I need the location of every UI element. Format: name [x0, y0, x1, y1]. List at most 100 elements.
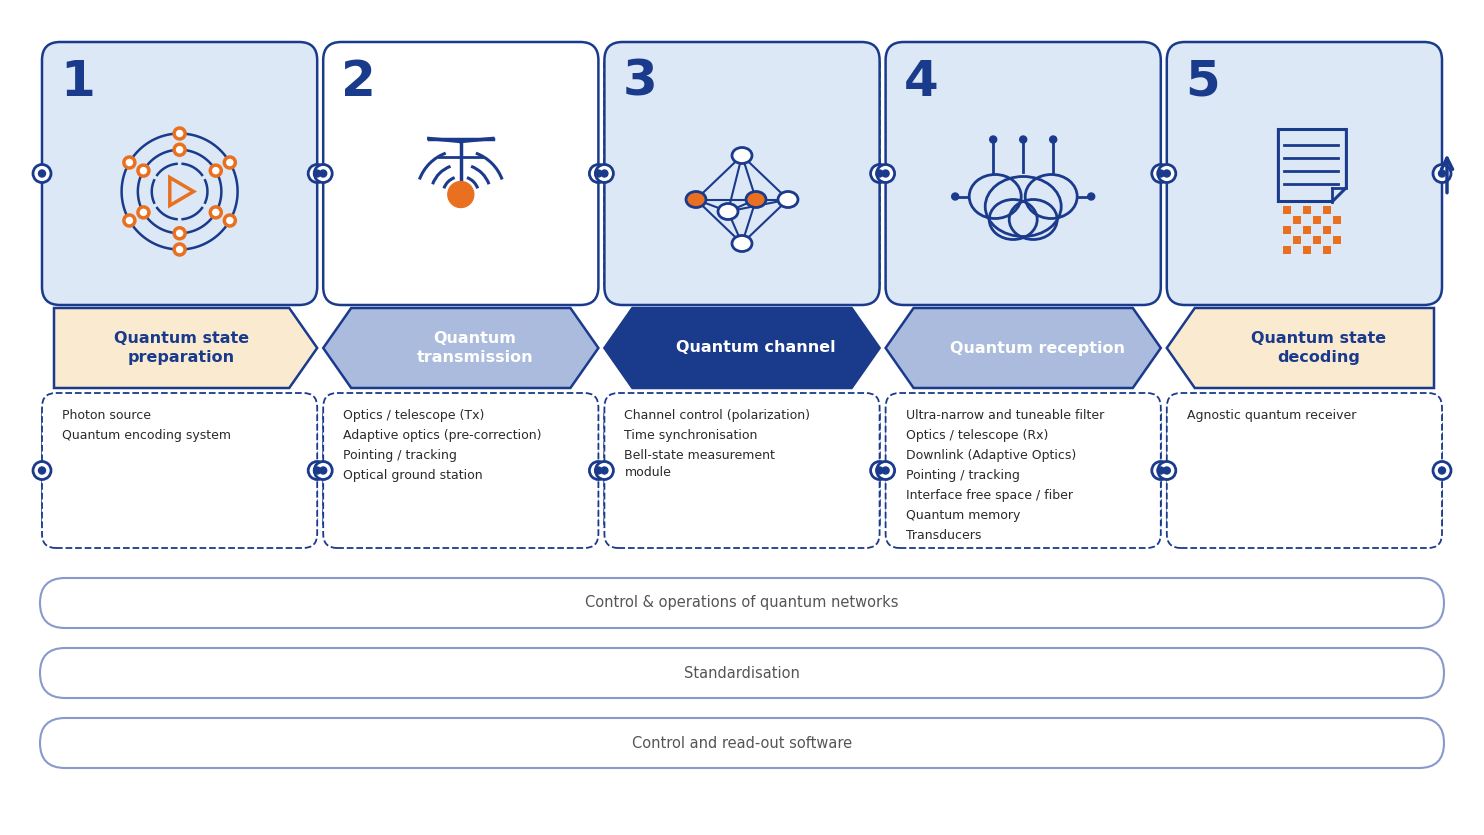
- Circle shape: [315, 164, 332, 183]
- Text: Quantum state
decoding: Quantum state decoding: [1251, 331, 1386, 365]
- FancyBboxPatch shape: [324, 393, 598, 548]
- Text: Ultra-narrow and tuneable filter: Ultra-narrow and tuneable filter: [905, 409, 1104, 422]
- Circle shape: [595, 462, 613, 479]
- Polygon shape: [886, 308, 1160, 388]
- Text: Optics / telescope (Rx): Optics / telescope (Rx): [905, 429, 1048, 442]
- Ellipse shape: [990, 200, 1037, 240]
- Bar: [1313, 235, 1321, 244]
- Bar: [1324, 225, 1331, 234]
- Bar: [1303, 205, 1312, 214]
- Circle shape: [877, 462, 895, 479]
- Text: 2: 2: [341, 58, 375, 106]
- FancyBboxPatch shape: [1166, 393, 1442, 548]
- Text: Interface free space / fiber: Interface free space / fiber: [905, 489, 1073, 502]
- Bar: [1324, 245, 1331, 254]
- Text: Adaptive optics (pre-correction): Adaptive optics (pre-correction): [343, 429, 542, 442]
- Circle shape: [881, 467, 889, 474]
- Text: Standardisation: Standardisation: [684, 665, 800, 681]
- Text: Channel control (polarization): Channel control (polarization): [625, 409, 810, 422]
- Ellipse shape: [718, 204, 738, 220]
- Text: Optics / telescope (Tx): Optics / telescope (Tx): [343, 409, 485, 422]
- Bar: [1284, 225, 1291, 234]
- FancyBboxPatch shape: [604, 42, 880, 305]
- Circle shape: [1049, 136, 1057, 143]
- Circle shape: [601, 170, 608, 177]
- Ellipse shape: [732, 148, 752, 164]
- Circle shape: [174, 244, 186, 255]
- Ellipse shape: [778, 191, 798, 208]
- Ellipse shape: [985, 176, 1061, 236]
- Circle shape: [448, 181, 473, 208]
- Bar: [1334, 235, 1342, 244]
- Text: Downlink (Adaptive Optics): Downlink (Adaptive Optics): [905, 449, 1076, 462]
- Circle shape: [876, 467, 883, 474]
- Bar: [1284, 205, 1291, 214]
- Bar: [1334, 215, 1342, 224]
- Circle shape: [1020, 136, 1027, 143]
- Polygon shape: [1166, 308, 1434, 388]
- Text: Photon source: Photon source: [62, 409, 151, 422]
- Circle shape: [1158, 164, 1175, 183]
- Circle shape: [211, 207, 221, 218]
- Circle shape: [211, 165, 221, 176]
- Text: module: module: [625, 466, 671, 479]
- Circle shape: [309, 164, 326, 183]
- Ellipse shape: [1025, 175, 1077, 219]
- Circle shape: [123, 215, 135, 226]
- FancyBboxPatch shape: [42, 42, 318, 305]
- Circle shape: [1088, 193, 1095, 200]
- Circle shape: [601, 467, 608, 474]
- Text: 4: 4: [904, 58, 938, 106]
- Circle shape: [1434, 164, 1451, 183]
- FancyBboxPatch shape: [886, 42, 1160, 305]
- Ellipse shape: [1009, 200, 1057, 240]
- FancyBboxPatch shape: [604, 393, 880, 548]
- Circle shape: [309, 462, 326, 479]
- Text: Pointing / tracking: Pointing / tracking: [905, 469, 1020, 482]
- Circle shape: [595, 164, 613, 183]
- Polygon shape: [53, 308, 318, 388]
- Polygon shape: [604, 308, 880, 388]
- Text: Pointing / tracking: Pointing / tracking: [343, 449, 457, 462]
- Circle shape: [589, 462, 607, 479]
- Text: Quantum reception: Quantum reception: [950, 341, 1125, 356]
- Text: Agnostic quantum receiver: Agnostic quantum receiver: [1187, 409, 1356, 422]
- Circle shape: [595, 170, 603, 177]
- Text: Quantum state
preparation: Quantum state preparation: [114, 331, 249, 365]
- Circle shape: [1158, 170, 1165, 177]
- Circle shape: [319, 170, 326, 177]
- FancyBboxPatch shape: [40, 718, 1444, 768]
- Text: 5: 5: [1184, 58, 1220, 106]
- FancyBboxPatch shape: [42, 393, 318, 548]
- Text: Quantum memory: Quantum memory: [905, 509, 1020, 522]
- Text: Quantum channel: Quantum channel: [677, 341, 835, 356]
- Circle shape: [1434, 462, 1451, 479]
- Text: Transducers: Transducers: [905, 529, 981, 542]
- Circle shape: [315, 462, 332, 479]
- Circle shape: [595, 467, 603, 474]
- Circle shape: [224, 157, 236, 168]
- Circle shape: [313, 170, 321, 177]
- Circle shape: [1163, 170, 1171, 177]
- Circle shape: [1158, 462, 1175, 479]
- FancyBboxPatch shape: [1166, 42, 1442, 305]
- Circle shape: [33, 462, 50, 479]
- Circle shape: [1163, 467, 1171, 474]
- Circle shape: [1438, 467, 1445, 474]
- Circle shape: [39, 170, 46, 177]
- Bar: [1324, 205, 1331, 214]
- Circle shape: [33, 164, 50, 183]
- Circle shape: [224, 215, 236, 226]
- Bar: [1313, 215, 1321, 224]
- FancyBboxPatch shape: [324, 42, 598, 305]
- Bar: [1303, 245, 1312, 254]
- Circle shape: [174, 144, 186, 155]
- Circle shape: [39, 467, 46, 474]
- Circle shape: [881, 170, 889, 177]
- Circle shape: [990, 136, 997, 143]
- Text: Control and read-out software: Control and read-out software: [632, 736, 852, 751]
- Text: Bell-state measurement: Bell-state measurement: [625, 449, 775, 462]
- Circle shape: [589, 164, 607, 183]
- Text: Time synchronisation: Time synchronisation: [625, 429, 758, 442]
- Text: Optical ground station: Optical ground station: [343, 469, 482, 482]
